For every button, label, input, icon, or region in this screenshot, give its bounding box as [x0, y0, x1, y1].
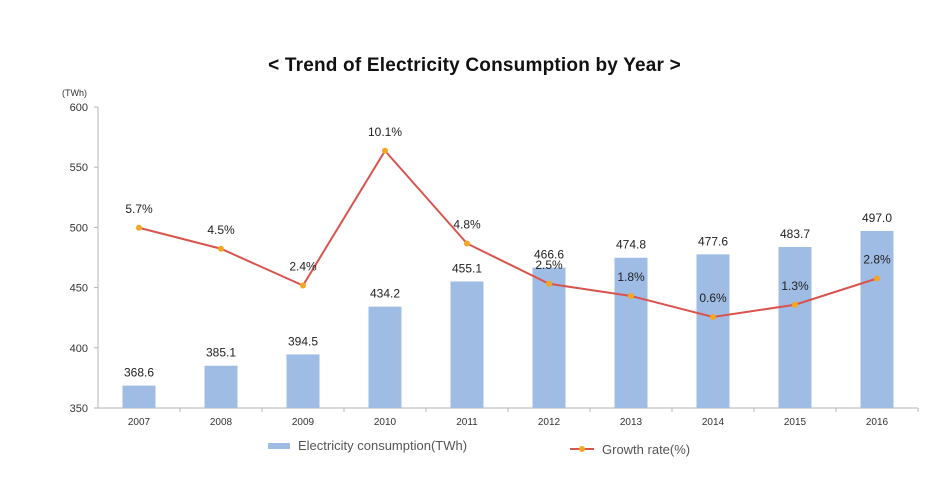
- growth-rate-label: 1.8%: [617, 270, 645, 284]
- growth-line: 5.7% 4.5% 2.4% 10.1% 4.8% 2.5% 1.8% 0.6% 1.3% 2.8…: [125, 125, 891, 320]
- x-tick-label: 2011: [456, 417, 478, 428]
- bar: [122, 385, 156, 408]
- x-tick-label: 2015: [784, 417, 807, 428]
- bar-value-label: 385.1: [206, 346, 236, 360]
- bar: [614, 257, 648, 408]
- bar-value-label: 477.6: [698, 234, 728, 248]
- x-tick-label: 2009: [292, 417, 315, 428]
- y-tick-label: 600: [70, 102, 88, 114]
- growth-rate-point: [218, 245, 224, 252]
- growth-rate-label: 4.8%: [453, 218, 481, 232]
- bar: [860, 231, 894, 408]
- legend-line-label: Growth rate(%): [602, 442, 690, 457]
- growth-rate-line: [138, 149, 878, 319]
- bar: [204, 365, 238, 408]
- growth-rate-point: [464, 240, 470, 247]
- bar-value-label: 368.6: [124, 366, 154, 380]
- bar: [778, 247, 812, 408]
- y-tick-label: 400: [70, 343, 88, 355]
- legend-bar-label: Electricity consumption(TWh): [298, 438, 467, 453]
- axes: (TWh) 350 400 450 500 550 600 2007 2008 2009 2010 2…: [62, 88, 919, 428]
- bar-value-label: 474.8: [616, 238, 646, 252]
- y-tick-label: 550: [70, 162, 88, 174]
- x-tick-label: 2008: [210, 417, 233, 428]
- growth-rate-label: 2.4%: [289, 260, 317, 274]
- bar: [450, 281, 484, 408]
- growth-rate-point: [710, 314, 716, 320]
- bar: [286, 354, 320, 408]
- bar-value-label: 483.7: [780, 227, 810, 241]
- y-unit-label: (TWh): [62, 88, 87, 98]
- bar-value-label: 434.2: [370, 287, 400, 301]
- legend-line-marker: [579, 446, 585, 452]
- y-tick-label: 350: [70, 403, 88, 415]
- bar-value-label: 455.1: [452, 261, 482, 275]
- x-tick-label: 2007: [128, 417, 151, 428]
- growth-rate-label: 2.5%: [535, 258, 563, 272]
- bar: [696, 254, 730, 408]
- bar: [532, 267, 566, 408]
- x-tick-label: 2016: [866, 417, 889, 428]
- y-tick-label: 500: [70, 222, 88, 234]
- growth-rate-label: 2.8%: [863, 253, 891, 267]
- legend-bar-swatch: [268, 443, 290, 449]
- growth-rate-point: [382, 147, 388, 154]
- growth-rate-label: 1.3%: [781, 279, 809, 293]
- growth-rate-point: [300, 282, 306, 289]
- growth-rate-label: 10.1%: [368, 125, 402, 139]
- growth-rate-label: 0.6%: [699, 291, 727, 305]
- chart-title: < Trend of Electricity Consumption by Ye…: [268, 55, 681, 76]
- bar-value-label: 394.5: [288, 334, 318, 348]
- growth-rate-point: [874, 275, 880, 282]
- bar-value-label: 466.6: [534, 248, 564, 262]
- growth-rate-point: [546, 280, 552, 287]
- bars: 368.6 385.1 394.5 434.2 455.1 466.6 474.8 477.6…: [122, 211, 894, 408]
- growth-rate-label: 5.7%: [125, 202, 153, 216]
- growth-rate-point: [628, 293, 634, 299]
- y-tick-label: 450: [70, 283, 88, 295]
- growth-rate-point: [792, 301, 798, 308]
- x-tick-label: 2010: [374, 417, 397, 428]
- x-tick-label: 2014: [702, 417, 725, 428]
- legend: Electricity consumption(TWh) Growth rate(…: [268, 438, 690, 457]
- bar: [368, 306, 402, 408]
- x-tick-label: 2012: [538, 417, 561, 428]
- bar-value-label: 497.0: [862, 211, 892, 225]
- growth-rate-point: [136, 224, 142, 231]
- x-tick-label: 2013: [620, 417, 643, 428]
- growth-rate-label: 4.5%: [207, 223, 235, 237]
